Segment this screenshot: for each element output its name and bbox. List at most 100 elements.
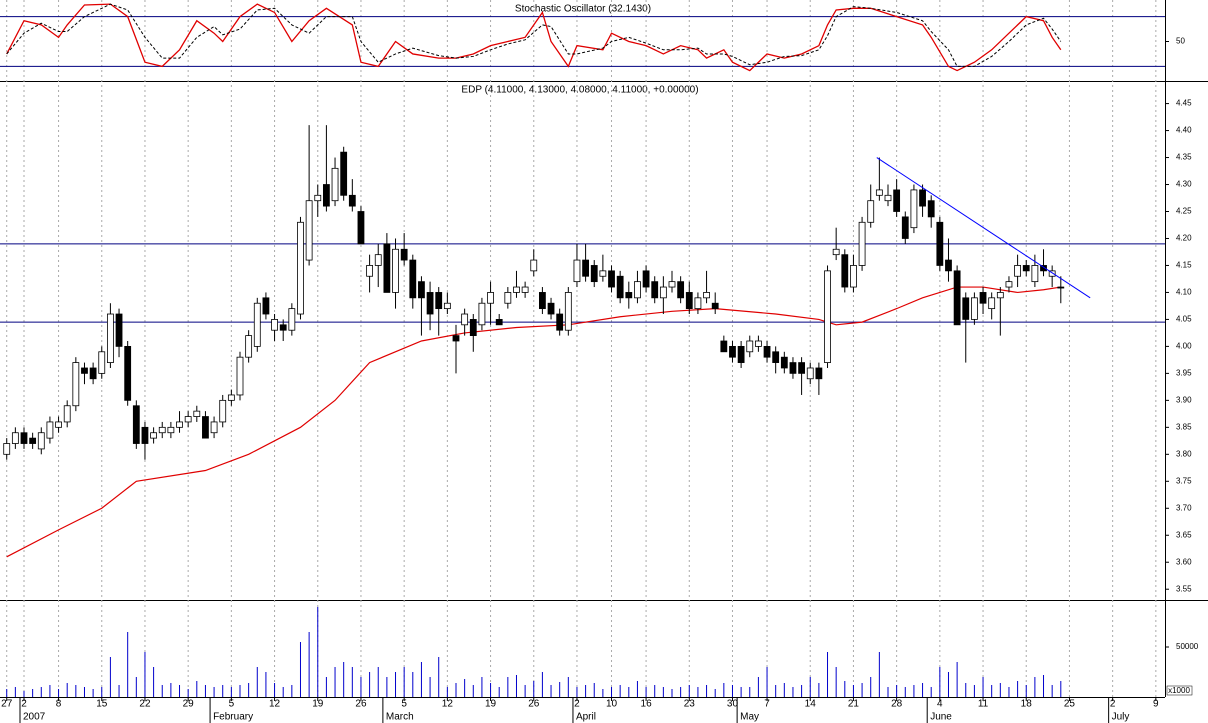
y-tick-label: 4.30: [1176, 180, 1192, 189]
candle-body: [297, 221, 304, 315]
candle-body: [443, 302, 451, 310]
candle-body: [530, 259, 538, 272]
candle-body: [20, 432, 28, 444]
candle-body: [1040, 265, 1047, 272]
trendline: [876, 157, 1091, 299]
candle-body: [927, 200, 935, 218]
month-label: July: [1112, 712, 1130, 723]
candle-body: [357, 211, 365, 245]
month-label: May: [740, 712, 759, 723]
candle-body: [850, 265, 857, 288]
candle-body: [374, 254, 382, 266]
candle-body: [409, 259, 417, 299]
candle-body: [832, 248, 840, 256]
y-tick-label: 3.75: [1176, 476, 1192, 485]
candle-body: [383, 243, 391, 293]
candle-body: [227, 394, 235, 401]
candle-body: [824, 270, 831, 363]
candle-body: [418, 281, 425, 299]
candle-body: [55, 421, 62, 428]
candle-body: [29, 437, 37, 444]
candle-body: [694, 297, 702, 310]
x-tick-label: 2: [574, 699, 580, 710]
candle-body: [469, 319, 477, 337]
candle-body: [426, 292, 434, 315]
candle-body: [746, 340, 754, 353]
y-tick-label: 3.85: [1176, 422, 1192, 431]
candle-body: [98, 351, 106, 374]
candle-body: [875, 189, 883, 196]
candle-body: [919, 189, 926, 207]
candle-body: [452, 335, 460, 342]
month-label: 2007: [23, 712, 46, 723]
candle-body: [176, 421, 183, 428]
y-tick-label: 4.05: [1176, 315, 1192, 324]
candle-body: [348, 194, 356, 207]
stochastic-line: [6, 3, 1062, 72]
y-tick-label: 4.35: [1176, 153, 1192, 162]
candle-body: [772, 351, 780, 363]
y-tick-label: 4.40: [1176, 126, 1192, 135]
candle-body: [219, 399, 227, 423]
y-tick-label: 4.45: [1176, 99, 1192, 108]
month-label: June: [930, 712, 952, 723]
candle-body: [81, 367, 88, 374]
candle-body: [72, 362, 80, 407]
candle-body: [314, 194, 322, 202]
month-label: March: [386, 712, 414, 723]
candle-body: [366, 265, 374, 277]
x-tick-label: 23: [684, 699, 696, 710]
candle-body: [400, 248, 408, 261]
candle-body: [107, 313, 114, 363]
x-tick-label: 4: [937, 699, 943, 710]
x-tick-label: 11: [978, 699, 989, 710]
candle-body: [210, 421, 218, 434]
candle-body: [271, 319, 278, 331]
y-tick-label: 4.15: [1176, 261, 1192, 270]
candle-body: [513, 286, 520, 293]
x-tick-label: 10: [606, 699, 618, 710]
y-tick-label: 50000: [1176, 642, 1199, 651]
candle-body: [124, 345, 132, 401]
x-tick-label: 14: [805, 699, 817, 710]
candle-body: [11, 432, 19, 444]
candle-body: [893, 189, 901, 212]
month-label: February: [213, 712, 253, 723]
x-tick-label: 7: [764, 699, 770, 710]
x-tick-label: 29: [183, 699, 195, 710]
x-tick-label: 12: [442, 699, 454, 710]
x-tick-label: 9: [1153, 699, 1159, 710]
x-tick-label: 30: [727, 699, 739, 710]
candle-body: [184, 416, 192, 423]
candle-body: [495, 319, 503, 326]
candle-body: [340, 151, 348, 196]
candle-body: [625, 292, 633, 299]
candle-body: [478, 302, 486, 326]
y-tick-label: 3.95: [1176, 368, 1192, 377]
candle-body: [37, 432, 45, 450]
candle-body: [677, 281, 685, 299]
candle-body: [668, 281, 676, 288]
x-tick-label: 8: [56, 699, 62, 710]
candle-body: [132, 405, 140, 444]
candle-body: [115, 313, 123, 347]
candle-body: [815, 367, 823, 380]
candle-body: [582, 259, 589, 277]
y-tick-label: 3.60: [1176, 557, 1192, 566]
candle-body: [858, 221, 866, 266]
y-tick-label: 50: [1176, 37, 1185, 46]
unit-box: [1166, 685, 1193, 696]
x-tick-label: 22: [139, 699, 151, 710]
candle-body: [841, 254, 849, 288]
candle-body: [521, 286, 529, 293]
candle-body: [867, 200, 875, 223]
candle-body: [1048, 270, 1056, 277]
candle-body: [642, 270, 650, 288]
candle-body: [504, 292, 512, 304]
candle-body: [763, 345, 771, 358]
candle-body: [487, 292, 494, 304]
candle-body: [988, 297, 996, 310]
candle-body: [737, 345, 745, 363]
